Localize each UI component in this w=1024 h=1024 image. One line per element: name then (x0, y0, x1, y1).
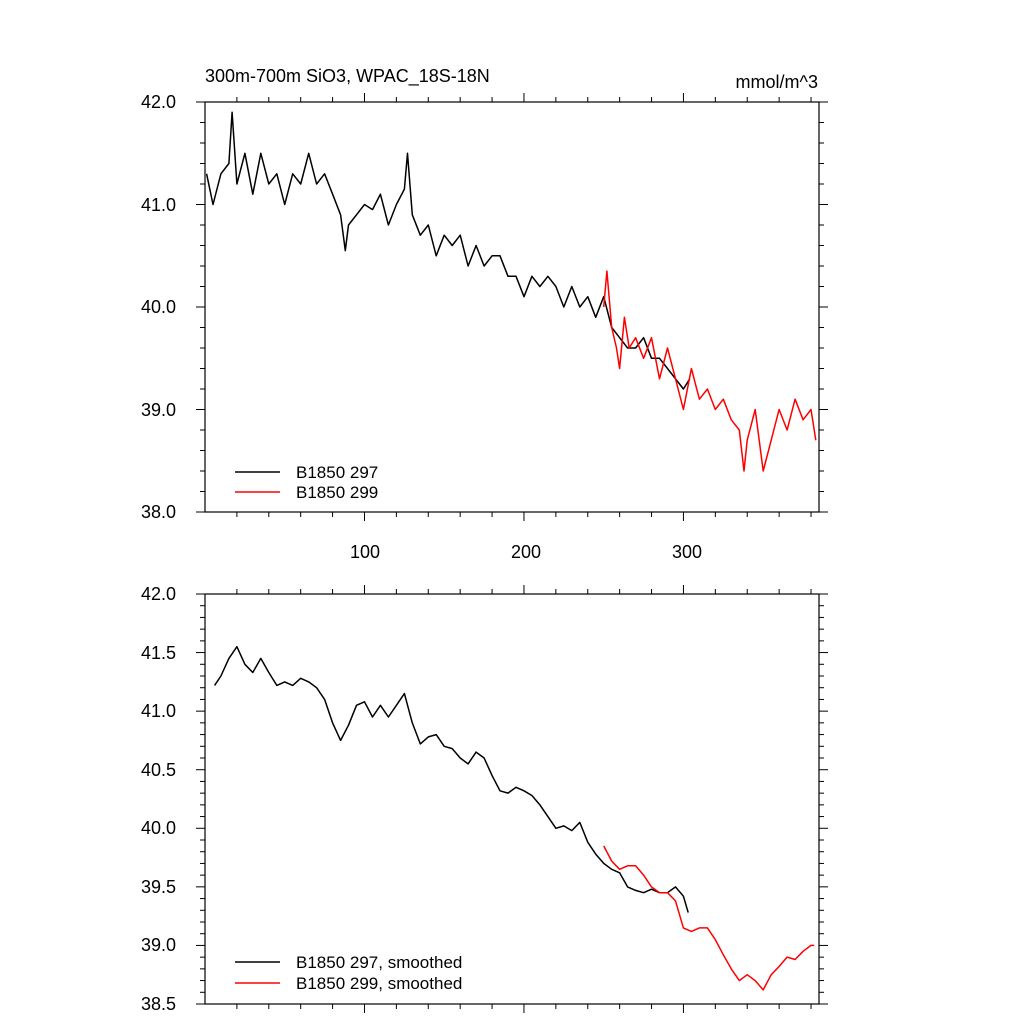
top-y-tick-label: 39.0 (141, 400, 176, 420)
top-series-line-299 (602, 270, 817, 472)
bottom-y-tick-label: 40.5 (141, 760, 176, 780)
top-x-tick-label: 300 (672, 542, 702, 562)
top-title: 300m-700m SiO3, WPAC_18S-18N (205, 66, 490, 87)
top-ticks (196, 93, 828, 521)
top-x-tick-labels: 100 200 300 (350, 542, 702, 562)
bottom-y-tick-label: 41.0 (141, 701, 176, 721)
bottom-series-line-299 (603, 845, 815, 991)
top-legend: B1850 297 B1850 299 (235, 463, 378, 502)
top-plot-frame (204, 101, 820, 513)
top-y-tick-label: 38.0 (141, 502, 176, 522)
top-y-tick-label: 41.0 (141, 195, 176, 215)
bottom-y-tick-label: 40.0 (141, 818, 176, 838)
bottom-panel: 42.0 41.5 41.0 40.5 40.0 39.5 39.0 38.5 … (141, 584, 828, 1014)
bottom-legend: B1850 297, smoothed B1850 299, smoothed (235, 953, 462, 993)
top-x-tick-label: 100 (350, 542, 380, 562)
legend-label-297: B1850 297 (296, 463, 378, 482)
top-series-line-297 (205, 111, 691, 390)
legend-label-297-smoothed: B1850 297, smoothed (296, 953, 462, 972)
top-y-tick-labels: 42.0 41.0 40.0 39.0 38.0 (141, 92, 176, 522)
bottom-y-tick-label: 41.5 (141, 643, 176, 663)
bottom-y-tick-labels: 42.0 41.5 41.0 40.5 40.0 39.5 39.0 38.5 (141, 584, 176, 1014)
legend-label-299-smoothed: B1850 299, smoothed (296, 974, 462, 993)
top-x-tick-label: 200 (511, 542, 541, 562)
top-units-label: mmol/m^3 (736, 72, 818, 92)
bottom-y-tick-label: 39.5 (141, 877, 176, 897)
top-y-tick-label: 40.0 (141, 297, 176, 317)
legend-label-299: B1850 299 (296, 483, 378, 502)
bottom-y-tick-label: 38.5 (141, 994, 176, 1014)
top-series (205, 111, 817, 472)
bottom-series (213, 645, 815, 991)
bottom-series-line-297 (213, 645, 689, 913)
bottom-ticks (196, 585, 828, 1013)
bottom-y-tick-label: 42.0 (141, 584, 176, 604)
bottom-plot-frame (204, 593, 820, 1005)
top-y-tick-label: 42.0 (141, 92, 176, 112)
bottom-y-tick-label: 39.0 (141, 935, 176, 955)
top-panel: 300m-700m SiO3, WPAC_18S-18N mmol/m^3 42… (141, 66, 828, 562)
